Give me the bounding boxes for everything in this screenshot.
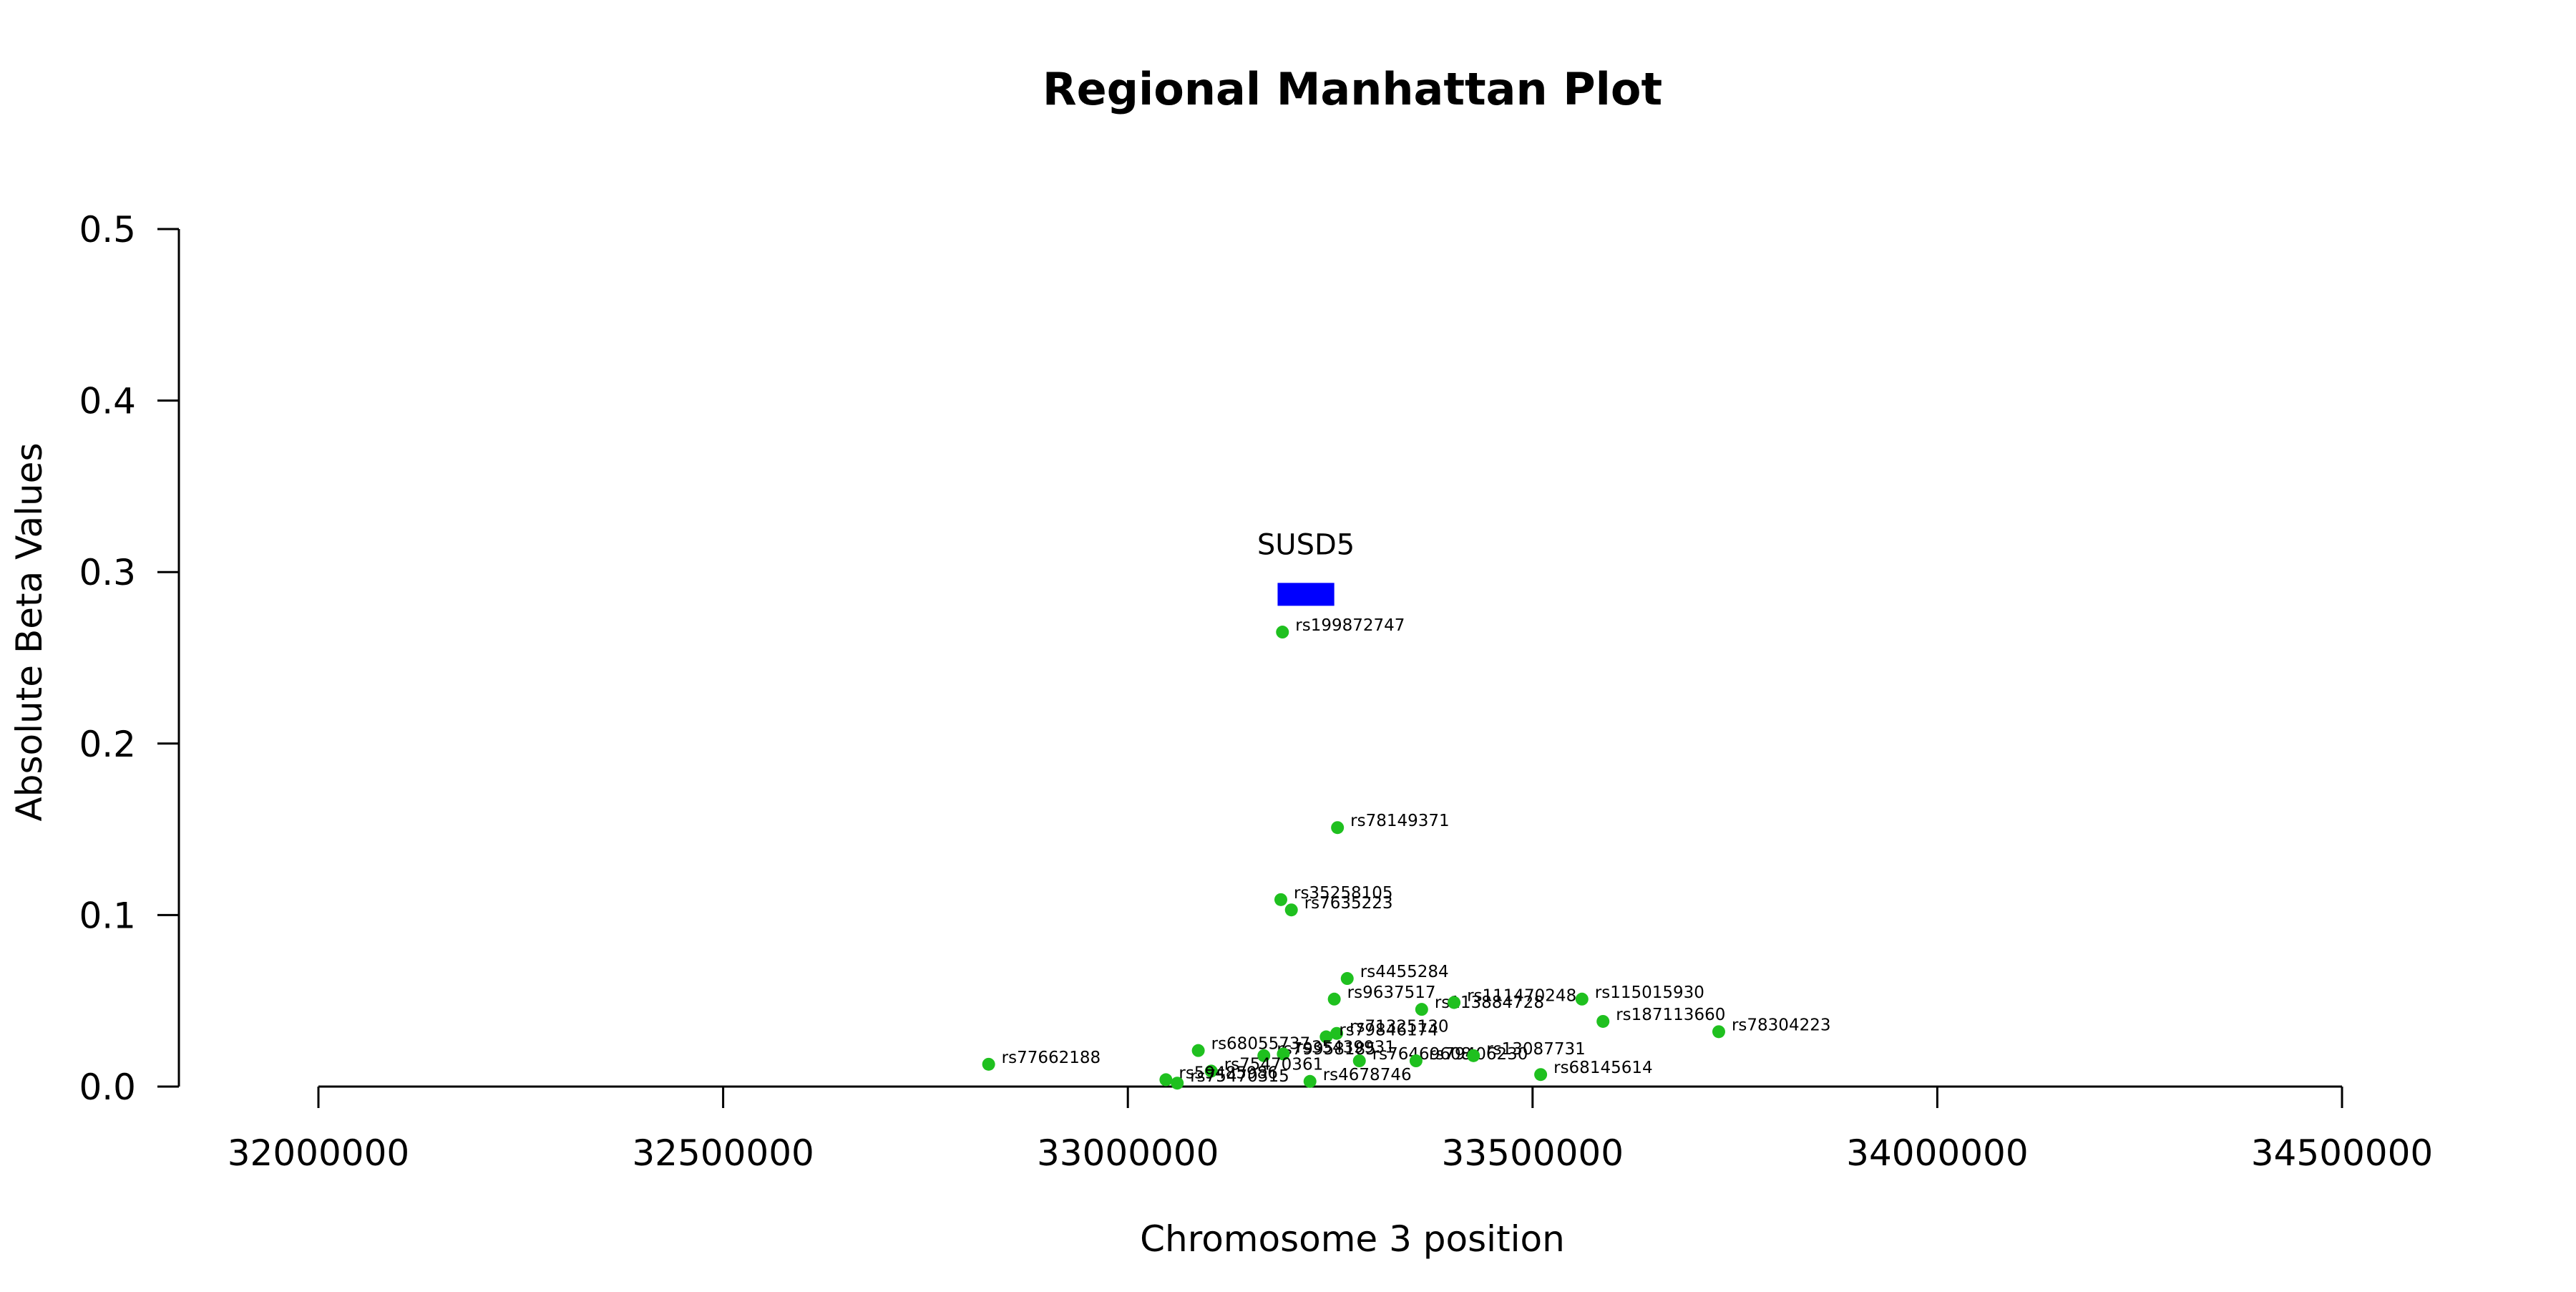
data-point xyxy=(1284,903,1298,917)
data-point xyxy=(1171,1077,1184,1090)
gene-track: SUSD5 xyxy=(1257,528,1355,606)
point-label: rs115015930 xyxy=(1595,983,1704,1002)
data-point xyxy=(1330,1026,1344,1040)
data-point xyxy=(1712,1025,1725,1039)
data-point xyxy=(1327,992,1341,1006)
data-point xyxy=(1467,1049,1480,1062)
x-axis-label: Chromosome 3 position xyxy=(1140,1218,1565,1260)
y-tick-label: 0.2 xyxy=(79,724,136,765)
data-points: rs199872747 rs78149371 rs35258105rs7635223… xyxy=(982,616,1831,1090)
point-label: rs79846174 xyxy=(1339,1021,1438,1040)
y-tick-label: 0.0 xyxy=(79,1067,136,1108)
data-point xyxy=(1448,996,1461,1009)
point-label: rs187113660 xyxy=(1616,1006,1725,1024)
y-tick-label: 0.1 xyxy=(79,895,136,936)
data-point xyxy=(1534,1068,1548,1082)
data-point xyxy=(1340,972,1354,986)
point-label: rs35439931 xyxy=(1296,1038,1395,1057)
point-label: rs71325130 xyxy=(1350,1018,1449,1036)
point-label: rs77662188 xyxy=(1002,1049,1101,1067)
data-point xyxy=(1276,626,1289,639)
data-point xyxy=(1575,992,1589,1006)
point-label: rs75470361 xyxy=(1224,1055,1324,1074)
x-tick-label: 33000000 xyxy=(1037,1132,1219,1174)
point-label: rs78149371 xyxy=(1350,812,1450,830)
gene-bar xyxy=(1277,583,1335,606)
x-tick-label: 32000000 xyxy=(228,1132,410,1174)
point-label: rs75470315 xyxy=(1190,1067,1289,1086)
data-point xyxy=(1277,1047,1290,1061)
point-label: rs4455284 xyxy=(1360,963,1449,981)
y-axis-label: Absolute Beta Values xyxy=(9,443,50,822)
y-tick-label: 0.4 xyxy=(79,381,136,422)
point-label: rs9637517 xyxy=(1347,983,1436,1002)
point-label: rs78304223 xyxy=(1732,1016,1831,1034)
x-tick-label: 34500000 xyxy=(2251,1132,2434,1174)
point-label: rs13087731 xyxy=(1486,1040,1586,1059)
point-label: rs7635223 xyxy=(1304,894,1393,913)
data-point xyxy=(1352,1054,1366,1068)
data-point xyxy=(1204,1064,1218,1078)
data-point xyxy=(1274,893,1287,906)
data-point xyxy=(1257,1049,1271,1062)
data-point xyxy=(1331,821,1345,835)
data-point xyxy=(982,1057,995,1071)
axes: 32000000 32500000 33000000 33500000 34000000… xyxy=(79,209,2433,1174)
y-tick-label: 0.5 xyxy=(79,209,136,251)
x-tick-label: 33500000 xyxy=(1442,1132,1624,1174)
x-tick-label: 32500000 xyxy=(632,1132,814,1174)
data-point xyxy=(1191,1044,1205,1057)
data-point xyxy=(1596,1014,1610,1028)
point-label: rs35258105 xyxy=(1294,884,1393,903)
data-point xyxy=(1409,1054,1423,1068)
data-point xyxy=(1303,1074,1317,1088)
point-label: rs59485986 xyxy=(1179,1064,1278,1082)
y-tick-label: 0.3 xyxy=(79,552,136,593)
data-point xyxy=(1415,1003,1428,1016)
point-label: rs4678746 xyxy=(1323,1066,1412,1084)
data-point xyxy=(1159,1073,1173,1087)
chart-title: Regional Manhattan Plot xyxy=(1043,63,1662,115)
data-point xyxy=(1319,1030,1333,1044)
gene-label: SUSD5 xyxy=(1257,528,1355,561)
x-tick-label: 34000000 xyxy=(1846,1132,2029,1174)
point-label: rs111470248 xyxy=(1467,987,1576,1006)
point-label: rs199872747 xyxy=(1295,616,1405,635)
point-label: rs68145614 xyxy=(1553,1059,1653,1077)
